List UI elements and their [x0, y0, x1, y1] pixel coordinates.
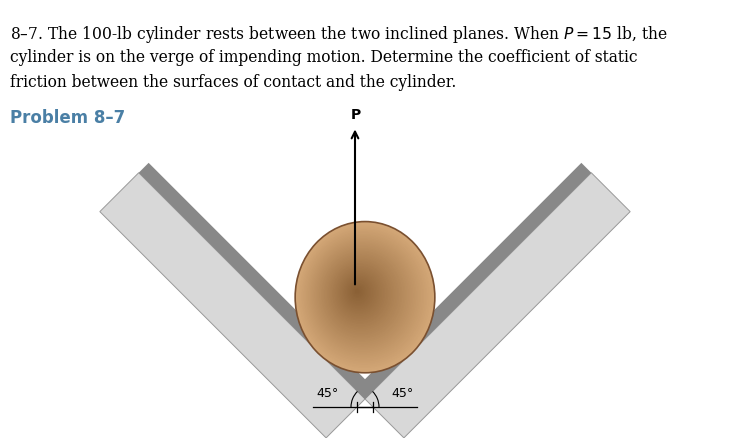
Ellipse shape: [305, 233, 423, 360]
Text: cylinder is on the verge of impending motion. Determine the coefficient of stati: cylinder is on the verge of impending mo…: [10, 49, 637, 66]
Ellipse shape: [336, 268, 383, 319]
Ellipse shape: [341, 273, 377, 313]
Ellipse shape: [298, 225, 431, 370]
Text: P: P: [351, 107, 361, 121]
Ellipse shape: [331, 262, 390, 326]
Ellipse shape: [348, 282, 368, 303]
Ellipse shape: [346, 279, 371, 306]
Ellipse shape: [345, 278, 372, 308]
Ellipse shape: [339, 271, 380, 316]
Ellipse shape: [347, 280, 369, 304]
Ellipse shape: [353, 287, 361, 297]
Ellipse shape: [339, 272, 379, 314]
Text: 45°: 45°: [317, 386, 339, 399]
Ellipse shape: [330, 261, 391, 327]
Ellipse shape: [325, 255, 397, 334]
Ellipse shape: [328, 260, 393, 329]
Ellipse shape: [301, 229, 427, 365]
Ellipse shape: [334, 265, 387, 322]
Ellipse shape: [335, 266, 385, 321]
Text: 8–7. The 100-lb cylinder rests between the two inclined planes. When $P = 15$ lb: 8–7. The 100-lb cylinder rests between t…: [10, 24, 668, 45]
Ellipse shape: [327, 258, 394, 331]
Ellipse shape: [295, 222, 435, 373]
Ellipse shape: [318, 247, 407, 344]
Text: 45°: 45°: [391, 386, 413, 399]
Ellipse shape: [337, 269, 382, 318]
Ellipse shape: [300, 228, 429, 367]
Ellipse shape: [314, 243, 412, 349]
Text: friction between the surfaces of contact and the cylinder.: friction between the surfaces of contact…: [10, 74, 456, 91]
Ellipse shape: [302, 230, 426, 363]
Ellipse shape: [323, 253, 401, 337]
Ellipse shape: [321, 251, 402, 339]
Ellipse shape: [304, 232, 424, 361]
Ellipse shape: [356, 290, 358, 293]
Polygon shape: [100, 173, 365, 438]
Ellipse shape: [296, 223, 434, 371]
Ellipse shape: [299, 226, 430, 368]
Ellipse shape: [307, 236, 419, 357]
Ellipse shape: [332, 264, 388, 324]
Ellipse shape: [320, 250, 404, 340]
Text: Problem 8–7: Problem 8–7: [10, 109, 126, 127]
Ellipse shape: [352, 286, 364, 298]
Ellipse shape: [309, 237, 418, 355]
Ellipse shape: [310, 239, 416, 353]
Polygon shape: [365, 173, 630, 438]
Ellipse shape: [350, 283, 366, 301]
Ellipse shape: [323, 254, 399, 336]
Ellipse shape: [343, 276, 374, 309]
Ellipse shape: [307, 235, 420, 358]
Ellipse shape: [319, 248, 405, 342]
Ellipse shape: [342, 275, 376, 311]
Ellipse shape: [316, 246, 408, 345]
Polygon shape: [139, 163, 375, 399]
Ellipse shape: [312, 241, 413, 350]
Ellipse shape: [351, 285, 365, 300]
Polygon shape: [355, 163, 591, 399]
Ellipse shape: [326, 257, 396, 332]
Ellipse shape: [311, 240, 415, 352]
Ellipse shape: [355, 289, 360, 295]
Ellipse shape: [315, 244, 410, 347]
